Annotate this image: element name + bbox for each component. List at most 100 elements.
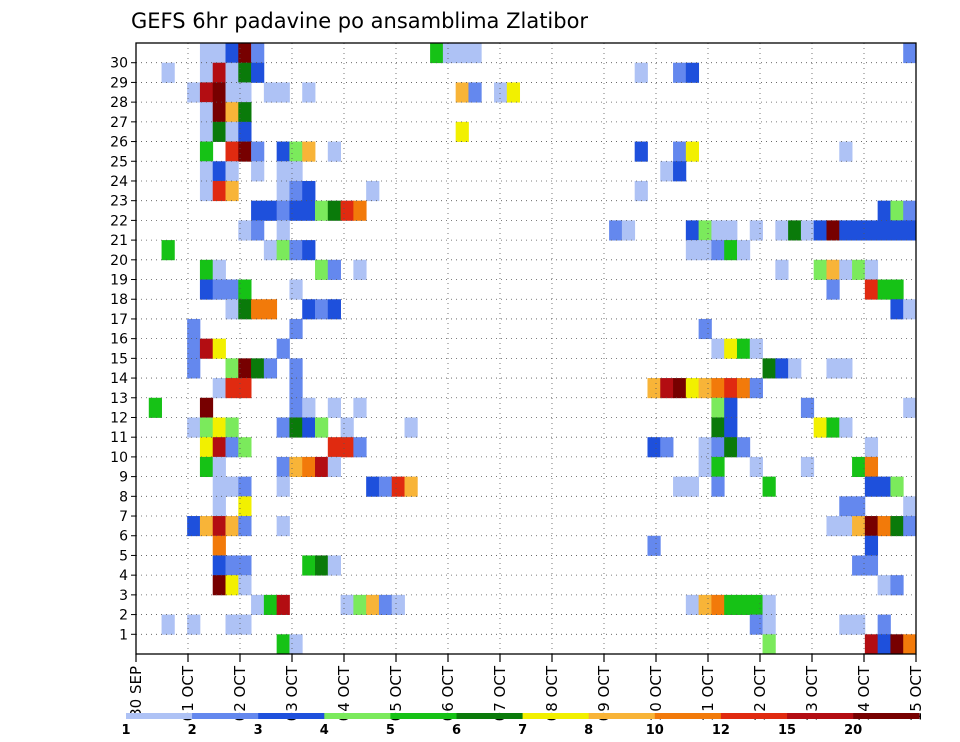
heatmap-cell	[826, 259, 840, 280]
heatmap-cell	[749, 456, 763, 478]
heatmap-cell	[212, 417, 226, 438]
heatmap-cell	[391, 594, 405, 615]
heatmap-cell	[315, 200, 329, 221]
y-tick-label: 4	[119, 568, 128, 584]
legend-label: 2	[188, 723, 197, 738]
heatmap-cell	[238, 102, 252, 123]
x-tick-label: 09 OCT	[595, 665, 613, 721]
heatmap-cell	[749, 220, 763, 241]
heatmap-cell	[634, 180, 648, 202]
y-tick-label: 1	[119, 627, 128, 643]
heatmap-cell	[660, 437, 674, 458]
heatmap-cell	[685, 476, 700, 497]
heatmap-cell	[199, 456, 214, 478]
heatmap-cell	[225, 62, 239, 83]
heatmap-cell	[903, 397, 917, 418]
heatmap-cell	[225, 417, 239, 438]
heatmap-cell	[315, 299, 329, 320]
heatmap-cell	[685, 62, 700, 83]
heatmap-cell	[673, 62, 687, 83]
heatmap-cell	[711, 378, 725, 399]
heatmap-cell	[289, 634, 303, 655]
heatmap-cell	[660, 378, 674, 399]
heatmap-cell	[212, 121, 226, 142]
heatmap-cell	[468, 82, 482, 103]
heatmap-cell	[276, 338, 290, 359]
y-tick-label: 15	[110, 351, 128, 367]
heatmap-cell	[813, 259, 827, 280]
heatmap-cell	[724, 378, 738, 399]
heatmap-cell	[378, 476, 393, 497]
heatmap-cell	[302, 456, 316, 478]
heatmap-cell	[276, 417, 290, 438]
heatmap-cell	[289, 456, 303, 478]
y-tick-label: 27	[110, 115, 128, 131]
heatmap-cell	[800, 456, 815, 478]
heatmap-cell	[263, 240, 278, 261]
heatmap-cell	[327, 141, 341, 162]
heatmap-cell	[187, 358, 201, 379]
heatmap-cell	[199, 397, 214, 418]
heatmap-cell	[199, 82, 214, 103]
heatmap-cell	[187, 318, 201, 340]
heatmap-cell	[187, 82, 201, 103]
heatmap-cell	[315, 555, 329, 576]
heatmap-cell	[864, 476, 879, 497]
heatmap-cell	[315, 259, 329, 280]
heatmap-cell	[724, 338, 738, 359]
heatmap-cell	[685, 141, 700, 162]
legend-label: 20	[844, 723, 862, 738]
heatmap-cell	[302, 417, 316, 438]
heatmap-cell	[212, 43, 226, 64]
y-tick-label: 5	[119, 548, 128, 564]
heatmap-cell	[890, 299, 904, 320]
heatmap-cell	[238, 43, 252, 64]
heatmap-cell	[238, 62, 252, 83]
heatmap-cell	[225, 180, 239, 202]
heatmap-cell	[762, 614, 776, 635]
heatmap-cell	[826, 417, 840, 438]
heatmap-cell	[749, 594, 763, 615]
plot-frame	[135, 42, 917, 655]
heatmap-cell	[724, 240, 738, 261]
heatmap-cell	[647, 535, 661, 556]
x-tick-label: 12 OCT	[751, 665, 769, 721]
heatmap-cell	[289, 279, 303, 300]
heatmap-cell	[775, 220, 789, 241]
heatmap-cell	[238, 358, 252, 379]
heatmap-cell	[289, 358, 303, 379]
heatmap-cell	[302, 299, 316, 320]
heatmap-cell	[852, 555, 866, 576]
heatmap-cell	[404, 476, 418, 497]
legend-swatch	[522, 713, 590, 719]
heatmap-cell	[762, 634, 776, 655]
y-tick-label: 26	[110, 135, 128, 151]
heatmap-cell	[289, 417, 303, 438]
heatmap-cell	[749, 378, 763, 399]
x-tick-label: 05 OCT	[387, 665, 405, 721]
heatmap-cell	[839, 220, 853, 241]
heatmap-cell	[366, 180, 380, 202]
heatmap-cell	[212, 62, 226, 83]
heatmap-cell	[225, 575, 239, 596]
y-tick-label: 30	[110, 56, 128, 72]
heatmap-cell	[890, 575, 904, 596]
heatmap-cell	[238, 141, 252, 162]
heatmap-cell	[238, 476, 252, 497]
y-tick-label: 19	[110, 273, 128, 289]
heatmap-cell	[302, 200, 316, 221]
heatmap-cell	[251, 200, 265, 221]
heatmap-cell	[238, 516, 252, 537]
heatmap-cell	[276, 180, 290, 202]
heatmap-cell	[800, 220, 815, 241]
y-tick-label: 3	[119, 588, 128, 604]
heatmap-cell	[212, 180, 226, 202]
heatmap-cell	[903, 43, 917, 64]
dotted-grid	[136, 43, 916, 654]
legend-swatch	[853, 713, 920, 719]
heatmap-cell	[238, 82, 252, 103]
heatmap-cell	[698, 437, 712, 458]
heatmap-cell	[161, 240, 175, 261]
heatmap-cell	[327, 456, 341, 478]
legend-label: 10	[646, 723, 664, 738]
